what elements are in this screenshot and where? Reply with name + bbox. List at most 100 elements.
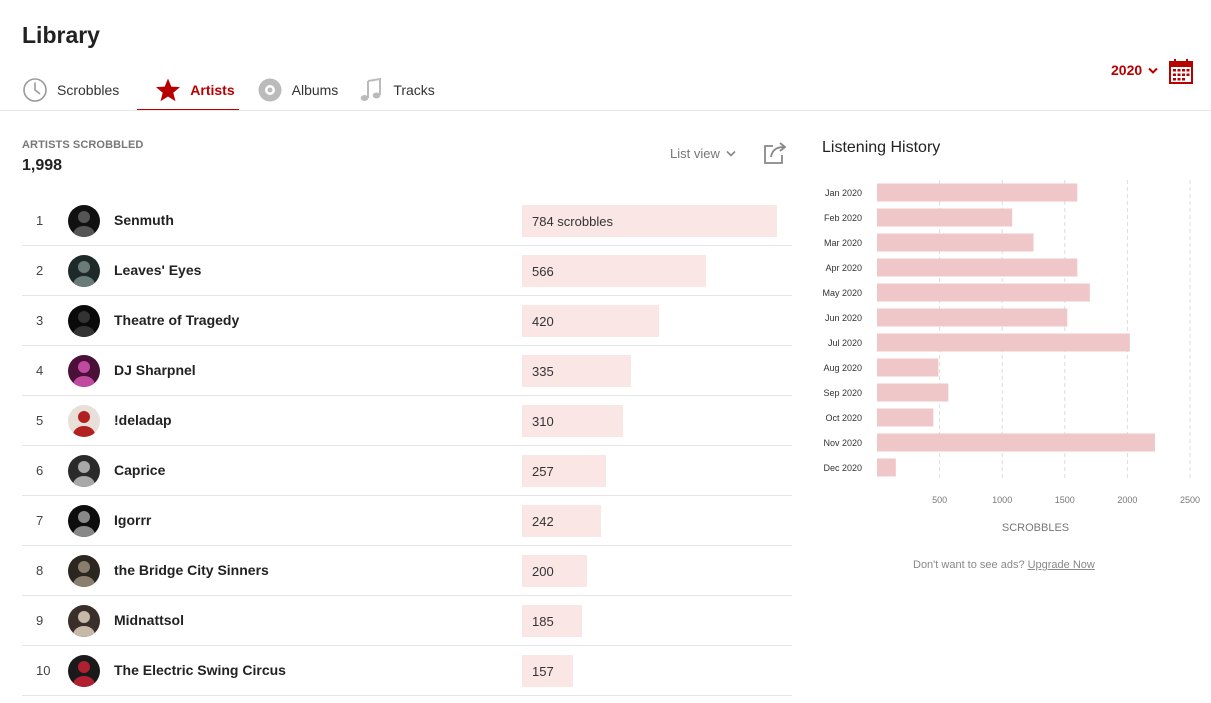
scrobble-bar-track: 157 <box>522 655 777 687</box>
scrobble-bar <box>522 405 623 437</box>
share-icon[interactable] <box>762 140 788 166</box>
history-axis-label: SCROBBLES <box>1002 522 1069 534</box>
artist-avatar[interactable] <box>68 305 100 337</box>
artist-avatar[interactable] <box>68 205 100 237</box>
history-bar[interactable] <box>877 408 934 427</box>
artist-rank: 5 <box>36 413 44 428</box>
scrobble-bar-track: 310 <box>522 405 777 437</box>
artist-rank: 10 <box>36 663 51 678</box>
chevron-down-icon <box>726 146 736 161</box>
history-bar[interactable] <box>877 283 1090 302</box>
scrobble-bar <box>522 505 601 537</box>
artist-avatar[interactable] <box>68 355 100 387</box>
scrobble-count: 420 <box>532 314 554 329</box>
artist-row[interactable]: 2 Leaves' Eyes 566 <box>22 246 792 296</box>
artist-row[interactable]: 8 the Bridge City Sinners 200 <box>22 546 792 596</box>
scrobble-count: 310 <box>532 414 554 429</box>
header-divider <box>0 110 1211 111</box>
chevron-down-icon <box>1148 62 1158 78</box>
artist-name[interactable]: Igorrr <box>114 512 152 528</box>
tab-artists-label: Artists <box>190 82 235 98</box>
history-bar[interactable] <box>877 333 1130 352</box>
artist-row[interactable]: 3 Theatre of Tragedy 420 <box>22 296 792 346</box>
history-bar[interactable] <box>877 208 1013 227</box>
history-tick-label: 2000 <box>1117 495 1137 505</box>
artist-row[interactable]: 10 The Electric Swing Circus 157 <box>22 646 792 696</box>
artist-avatar[interactable] <box>68 505 100 537</box>
scrobble-count: 200 <box>532 564 554 579</box>
history-month-label: Feb 2020 <box>824 213 862 223</box>
scrobble-bar-track: 200 <box>522 555 777 587</box>
artist-row[interactable]: 6 Caprice 257 <box>22 446 792 496</box>
tab-albums[interactable]: Albums <box>255 70 359 110</box>
scrobble-bar-track: 784 scrobbles <box>522 205 777 237</box>
artist-rank: 4 <box>36 363 44 378</box>
tab-scrobbles[interactable]: Scrobbles <box>22 70 139 110</box>
ad-note: Don't want to see ads? Upgrade Now <box>913 559 1095 571</box>
artist-name[interactable]: Senmuth <box>114 212 174 228</box>
artist-avatar[interactable] <box>68 455 100 487</box>
list-view-select[interactable]: List view <box>670 146 736 161</box>
tab-artists[interactable]: Artists <box>137 70 254 111</box>
scrobble-count: 335 <box>532 364 554 379</box>
upgrade-now-link[interactable]: Upgrade Now <box>1027 559 1095 571</box>
artist-avatar[interactable] <box>68 605 100 637</box>
artist-name[interactable]: The Electric Swing Circus <box>114 662 286 678</box>
artist-name[interactable]: !deladap <box>114 412 172 428</box>
history-month-label: Oct 2020 <box>825 413 862 423</box>
artist-row[interactable]: 4 DJ Sharpnel 335 <box>22 346 792 396</box>
artist-row[interactable]: 7 Igorrr 242 <box>22 496 792 546</box>
scrobble-count: 784 scrobbles <box>532 214 613 229</box>
history-month-label: Dec 2020 <box>823 463 862 473</box>
history-bar[interactable] <box>877 183 1078 202</box>
artist-row[interactable]: 5 !deladap 310 <box>22 396 792 446</box>
artist-avatar[interactable] <box>68 255 100 287</box>
history-bar[interactable] <box>877 433 1155 452</box>
artist-name[interactable]: Leaves' Eyes <box>114 262 202 278</box>
artist-avatar[interactable] <box>68 655 100 687</box>
artist-avatar[interactable] <box>68 405 100 437</box>
scrobble-count: 157 <box>532 664 554 679</box>
history-bar[interactable] <box>877 383 949 402</box>
clock-icon <box>22 77 48 103</box>
history-month-label: Jul 2020 <box>828 338 862 348</box>
scrobble-bar-track: 335 <box>522 355 777 387</box>
artist-name[interactable]: Midnattsol <box>114 612 184 628</box>
listening-history-chart: Jan 2020 Feb 2020 Mar 2020 Apr 2020 May 2020… <box>822 180 1200 534</box>
scrobble-bar-track: 242 <box>522 505 777 537</box>
artist-rank: 3 <box>36 313 44 328</box>
history-month-label: Mar 2020 <box>824 238 862 248</box>
scrobble-bar-track: 566 <box>522 255 777 287</box>
history-month-label: Apr 2020 <box>825 263 862 273</box>
year-select[interactable]: 2020 <box>1111 62 1158 78</box>
history-tick-label: 1000 <box>992 495 1012 505</box>
scrobble-count: 257 <box>532 464 554 479</box>
scrobble-bar <box>522 355 631 387</box>
history-tick-label: 500 <box>932 495 947 505</box>
history-bar[interactable] <box>877 458 896 477</box>
scrobble-bar <box>522 205 777 237</box>
history-month-label: May 2020 <box>822 288 862 298</box>
calendar-icon[interactable] <box>1169 58 1193 84</box>
artist-row[interactable]: 1 Senmuth 784 scrobbles <box>22 196 792 246</box>
artist-row[interactable]: 9 Midnattsol 185 <box>22 596 792 646</box>
scrobble-bar-track: 257 <box>522 455 777 487</box>
artist-name[interactable]: the Bridge City Sinners <box>114 562 269 578</box>
history-bar[interactable] <box>877 308 1068 327</box>
year-value: 2020 <box>1111 62 1143 78</box>
scrobble-bar <box>522 305 659 337</box>
ad-note-text: Don't want to see ads? <box>913 559 1025 571</box>
history-bar[interactable] <box>877 358 939 377</box>
tab-tracks[interactable]: Tracks <box>358 70 454 110</box>
artist-rank: 2 <box>36 263 44 278</box>
artist-rank: 9 <box>36 613 44 628</box>
artist-name[interactable]: DJ Sharpnel <box>114 362 196 378</box>
artist-rank: 8 <box>36 563 44 578</box>
history-bar[interactable] <box>877 258 1078 277</box>
artist-avatar[interactable] <box>68 555 100 587</box>
history-bar[interactable] <box>877 233 1034 252</box>
scrobble-count: 566 <box>532 264 554 279</box>
scrobble-bar <box>522 605 583 637</box>
artist-name[interactable]: Theatre of Tragedy <box>114 312 240 328</box>
artist-name[interactable]: Caprice <box>114 462 166 478</box>
